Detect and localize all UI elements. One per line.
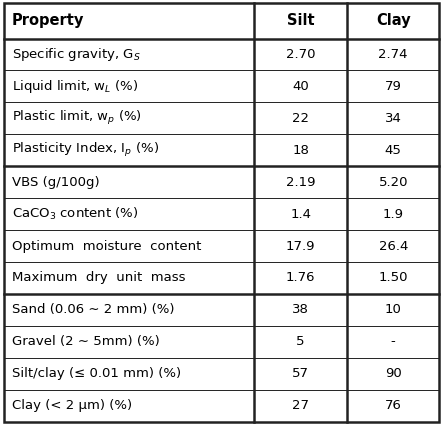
Text: Gravel (2 ∼ 5mm) (%): Gravel (2 ∼ 5mm) (%) [12, 335, 159, 348]
Text: Clay: Clay [376, 14, 411, 28]
Text: 57: 57 [292, 367, 309, 380]
Text: 2.74: 2.74 [378, 48, 408, 61]
Text: 45: 45 [385, 144, 402, 157]
Text: 38: 38 [292, 303, 309, 316]
Text: -: - [391, 335, 396, 348]
Text: Sand (0.06 ∼ 2 mm) (%): Sand (0.06 ∼ 2 mm) (%) [12, 303, 174, 316]
Text: Plasticity Index, I$_p$ (%): Plasticity Index, I$_p$ (%) [12, 141, 159, 159]
Text: 5: 5 [296, 335, 305, 348]
Text: 34: 34 [385, 112, 402, 125]
Text: Silt: Silt [287, 14, 315, 28]
Text: 90: 90 [385, 367, 402, 380]
Text: 10: 10 [385, 303, 402, 316]
Text: Plastic limit, w$_p$ (%): Plastic limit, w$_p$ (%) [12, 109, 141, 128]
Text: 1.4: 1.4 [290, 207, 311, 221]
Text: CaCO$_3$ content (%): CaCO$_3$ content (%) [12, 206, 138, 222]
Text: Property: Property [12, 14, 84, 28]
Text: 2.19: 2.19 [286, 176, 315, 189]
Text: 1.50: 1.50 [378, 272, 408, 284]
Text: 1.9: 1.9 [383, 207, 404, 221]
Text: Clay (< 2 μm) (%): Clay (< 2 μm) (%) [12, 399, 132, 412]
Text: Specific gravity, G$_S$: Specific gravity, G$_S$ [12, 46, 140, 63]
Text: 26.4: 26.4 [379, 240, 408, 252]
Text: 22: 22 [292, 112, 309, 125]
Text: 17.9: 17.9 [286, 240, 315, 252]
Text: Silt/clay (≤ 0.01 mm) (%): Silt/clay (≤ 0.01 mm) (%) [12, 367, 181, 380]
Text: 76: 76 [385, 399, 402, 412]
Text: 40: 40 [292, 80, 309, 93]
Text: 18: 18 [292, 144, 309, 157]
Text: Optimum  moisture  content: Optimum moisture content [12, 240, 201, 252]
Text: 5.20: 5.20 [378, 176, 408, 189]
Text: 27: 27 [292, 399, 309, 412]
Text: 79: 79 [385, 80, 402, 93]
Text: 1.76: 1.76 [286, 272, 315, 284]
Text: Liquid limit, w$_L$ (%): Liquid limit, w$_L$ (%) [12, 78, 138, 95]
Text: VBS (g/100g): VBS (g/100g) [12, 176, 99, 189]
Text: 2.70: 2.70 [286, 48, 315, 61]
Text: Maximum  dry  unit  mass: Maximum dry unit mass [12, 272, 185, 284]
